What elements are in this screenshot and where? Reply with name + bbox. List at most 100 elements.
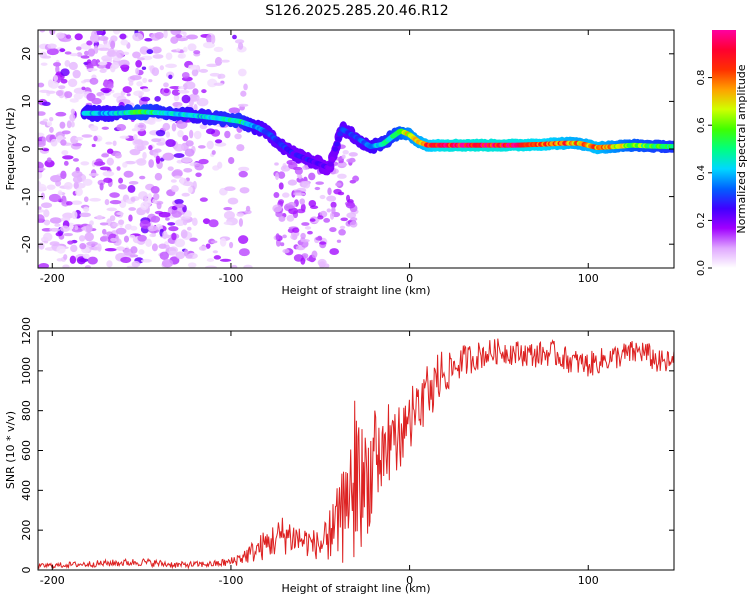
noise-cell xyxy=(154,172,163,181)
noise-cell xyxy=(282,234,287,239)
noise-cell xyxy=(238,166,250,172)
noise-cell xyxy=(227,197,239,205)
noise-cell xyxy=(244,209,252,215)
noise-cell xyxy=(49,116,54,122)
noise-cell xyxy=(213,82,224,86)
noise-cell xyxy=(161,258,174,268)
snr-x-tick-label: 100 xyxy=(578,574,599,587)
noise-cell xyxy=(140,201,149,211)
noise-cell xyxy=(91,58,98,67)
spectrogram-y-axis: -20 -10 0 10 20 xyxy=(20,47,674,253)
noise-cell xyxy=(150,215,161,223)
noise-cell xyxy=(151,46,162,54)
noise-cell xyxy=(217,73,226,79)
noise-cell xyxy=(97,61,108,66)
noise-cell xyxy=(147,225,159,232)
noise-cell xyxy=(165,139,176,147)
noise-cell xyxy=(329,248,340,256)
noise-cell xyxy=(64,91,73,99)
noise-cell xyxy=(208,219,219,228)
ridge-core xyxy=(337,131,344,137)
noise-cell xyxy=(314,186,321,191)
noise-cell xyxy=(38,183,47,192)
snr-y-tick-label: 600 xyxy=(20,440,33,461)
snr-y-tick-label: 800 xyxy=(20,400,33,421)
noise-cell xyxy=(178,86,185,90)
noise-cell xyxy=(282,192,290,198)
noise-cell xyxy=(49,217,62,224)
noise-cell xyxy=(109,64,116,73)
noise-cell xyxy=(173,175,182,179)
noise-cell xyxy=(115,227,127,235)
noise-cell xyxy=(223,206,233,211)
colorbar-tick-label: 0.4 xyxy=(696,165,707,181)
noise-cell xyxy=(183,168,193,173)
noise-cell xyxy=(122,86,132,94)
noise-cell xyxy=(38,171,43,179)
noise-cell xyxy=(129,254,139,258)
snr-x-tick-label: 0 xyxy=(406,574,413,587)
noise-cell xyxy=(319,194,326,200)
snr-y-axis: 0 200 400 600 800 1000 1200 xyxy=(20,317,674,574)
noise-cell xyxy=(220,59,230,63)
noise-cell xyxy=(148,79,153,83)
noise-cell xyxy=(342,149,349,155)
noise-cell xyxy=(64,59,71,67)
noise-cell xyxy=(299,198,305,205)
noise-cell xyxy=(182,46,188,53)
noise-cell xyxy=(50,138,58,147)
spectrogram-x-tick-label: 0 xyxy=(406,272,413,285)
noise-cell xyxy=(300,257,306,265)
noise-cell xyxy=(120,39,129,46)
noise-cell xyxy=(236,212,245,217)
noise-cell xyxy=(131,260,141,268)
spectrogram-y-tick-label: 10 xyxy=(20,94,33,108)
noise-cell xyxy=(46,184,56,190)
noise-cell xyxy=(162,122,171,131)
noise-cell xyxy=(66,120,72,129)
noise-cell xyxy=(89,77,99,85)
noise-cell xyxy=(185,140,194,147)
noise-cell xyxy=(337,173,347,179)
noise-cell xyxy=(185,254,193,259)
noise-cell xyxy=(349,220,358,228)
noise-cell xyxy=(288,207,299,215)
noise-cell xyxy=(116,212,124,216)
noise-cell xyxy=(176,48,181,52)
noise-cell xyxy=(129,75,142,81)
colorbar-tick-label: 0.0 xyxy=(696,260,707,276)
noise-cell xyxy=(158,211,171,218)
snr-y-tick-label: 1000 xyxy=(20,357,33,385)
noise-cell xyxy=(186,34,198,40)
noise-cell xyxy=(214,142,227,147)
noise-cell xyxy=(129,234,136,239)
noise-cell xyxy=(304,226,312,230)
noise-cell xyxy=(167,166,174,171)
noise-cell xyxy=(295,192,306,196)
noise-cell xyxy=(46,157,52,163)
colorbar-label: Normalized spectral amplitude xyxy=(735,64,748,233)
noise-cell xyxy=(181,71,190,79)
noise-cell xyxy=(133,90,145,97)
noise-cell xyxy=(86,241,98,247)
noise-cell xyxy=(174,199,184,205)
noise-cell xyxy=(285,205,295,209)
ridge-core xyxy=(327,161,334,167)
noise-cell xyxy=(336,239,342,243)
noise-cell xyxy=(152,54,164,59)
noise-cell xyxy=(187,186,193,194)
noise-cell xyxy=(153,193,160,201)
snr-y-label: SNR (10 * v/v) xyxy=(4,411,17,489)
noise-cell xyxy=(97,179,106,186)
noise-cell xyxy=(97,47,110,51)
noise-cell xyxy=(168,226,179,232)
noise-cell xyxy=(206,34,213,44)
noise-cell xyxy=(71,210,78,220)
noise-cell xyxy=(168,246,179,254)
noise-cell xyxy=(82,178,93,186)
noise-cell xyxy=(223,210,235,220)
ridge-core xyxy=(330,151,337,157)
noise-cell xyxy=(170,36,179,44)
noise-cell xyxy=(136,158,147,166)
spectrogram-y-tick-label: -20 xyxy=(20,235,33,253)
